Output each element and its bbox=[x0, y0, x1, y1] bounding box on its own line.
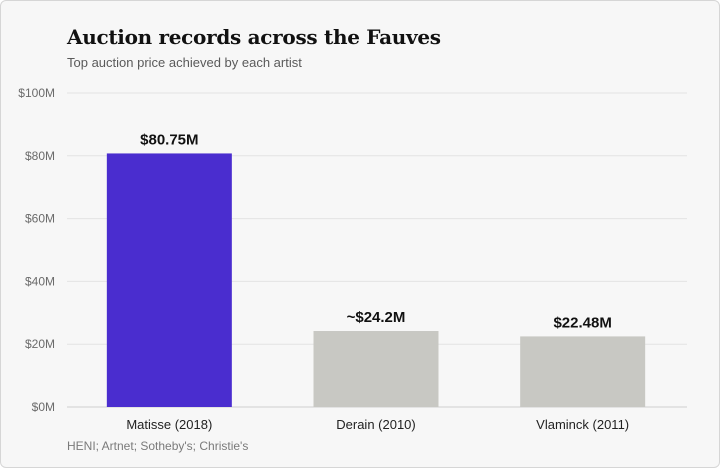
chart-title: Auction records across the Fauves bbox=[67, 25, 441, 49]
y-tick-label: $40M bbox=[25, 274, 55, 288]
x-category-label: Vlaminck (2011) bbox=[536, 417, 629, 432]
bar bbox=[520, 336, 646, 407]
data-label: ~$24.2M bbox=[347, 309, 406, 326]
y-tick-label: $80M bbox=[25, 149, 55, 163]
y-tick-label: $20M bbox=[25, 337, 55, 351]
x-category-label: Matisse (2018) bbox=[126, 417, 212, 432]
data-label: $80.75M bbox=[140, 131, 198, 148]
y-tick-label: $0M bbox=[32, 400, 55, 414]
y-tick-label: $100M bbox=[18, 86, 55, 100]
source-note: HENI; Artnet; Sotheby's; Christie's bbox=[67, 439, 249, 453]
bar bbox=[313, 331, 439, 407]
data-label: $22.48M bbox=[553, 314, 611, 331]
chart-subtitle: Top auction price achieved by each artis… bbox=[67, 55, 302, 70]
bar bbox=[106, 153, 232, 407]
y-tick-label: $60M bbox=[25, 212, 55, 226]
x-category-label: Derain (2010) bbox=[336, 417, 416, 432]
